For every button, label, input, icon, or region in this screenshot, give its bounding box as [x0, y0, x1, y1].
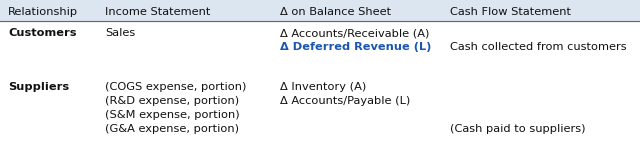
Text: Suppliers: Suppliers: [8, 82, 69, 92]
Text: Cash collected from customers: Cash collected from customers: [450, 42, 627, 52]
Text: Cash Flow Statement: Cash Flow Statement: [450, 7, 571, 17]
Text: Customers: Customers: [8, 28, 77, 38]
Text: (G&A expense, portion): (G&A expense, portion): [105, 124, 239, 134]
Text: (COGS expense, portion): (COGS expense, portion): [105, 82, 246, 92]
Text: (Cash paid to suppliers): (Cash paid to suppliers): [450, 124, 586, 134]
Text: Income Statement: Income Statement: [105, 7, 211, 17]
Text: Δ Deferred Revenue (L): Δ Deferred Revenue (L): [280, 42, 431, 52]
Text: Δ Inventory (A): Δ Inventory (A): [280, 82, 366, 92]
Text: Δ on Balance Sheet: Δ on Balance Sheet: [280, 7, 391, 17]
Text: (R&D expense, portion): (R&D expense, portion): [105, 96, 239, 106]
Text: Relationship: Relationship: [8, 7, 78, 17]
Text: Sales: Sales: [105, 28, 135, 38]
Bar: [0, 0, 640, 21]
Text: Δ Accounts/Receivable (A): Δ Accounts/Receivable (A): [280, 28, 429, 38]
Text: (S&M expense, portion): (S&M expense, portion): [105, 110, 239, 120]
Text: Δ Accounts/Payable (L): Δ Accounts/Payable (L): [280, 96, 410, 106]
